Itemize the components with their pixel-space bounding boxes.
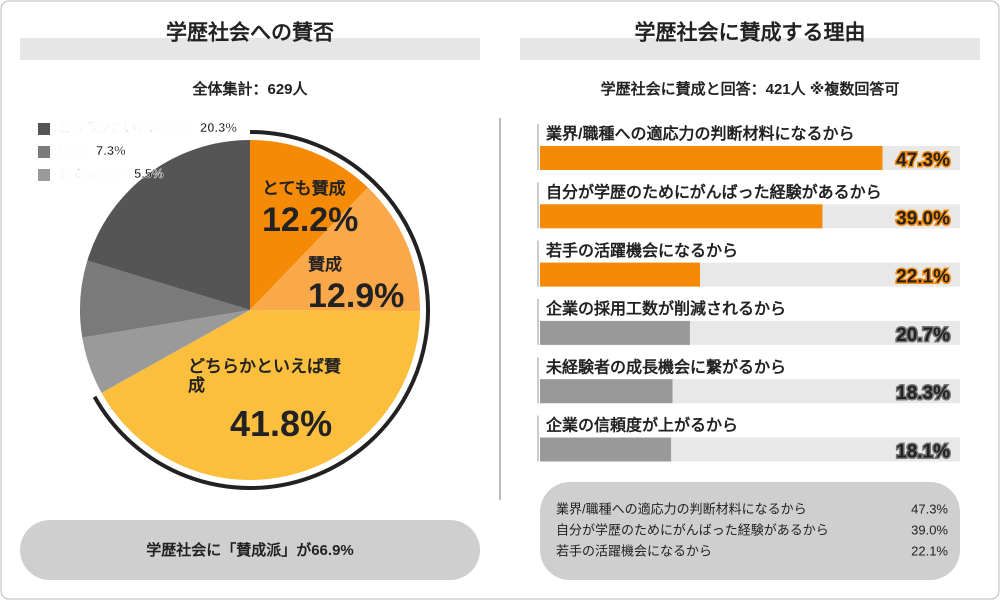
label-box: どちらかといえば賛成 <box>188 358 341 395</box>
pie-slice <box>250 140 368 310</box>
legend-entry: とても反対 5.5% <box>58 166 164 181</box>
bar-label: 業界/職種への適応力の判断材料になるから <box>545 124 854 143</box>
slice-value: 12.2% <box>262 202 359 239</box>
subtitle: 学歴社会に賛成と回答：421人 ※複数回答可 <box>601 80 900 98</box>
bar <box>540 437 672 462</box>
chart-title: 学歴社会への賛否 <box>166 21 334 45</box>
bar-label: 企業の信頼度が上がるから <box>545 416 738 435</box>
bar-value: 47.3% <box>896 150 950 171</box>
bar-value: 39.0% <box>896 208 950 229</box>
slice-value: 12.9% <box>308 278 405 315</box>
bar <box>540 320 690 345</box>
bar-value: 18.3% <box>896 383 950 404</box>
legend-label: 反対 <box>58 143 84 158</box>
slice-label: 賛成 <box>308 256 342 274</box>
legend-label: どちらかといえば反対 <box>58 120 188 135</box>
bar <box>540 204 823 229</box>
bar-label: 未経験者の成長機会に繋がるから <box>545 357 786 376</box>
slice-value: 41.8% <box>230 404 333 444</box>
label-box: 41.8% <box>230 404 333 444</box>
pie-slice <box>82 310 250 393</box>
legend-swatch <box>38 123 50 135</box>
highlight-arc <box>92 130 430 490</box>
title-band <box>20 38 480 60</box>
summary-value: 47.3% <box>911 501 948 516</box>
summary-label: 若手の活躍機会になるから <box>556 543 712 558</box>
bar <box>540 379 673 404</box>
pie-slice <box>101 310 420 480</box>
legend-entry: 反対 7.3% <box>58 143 126 158</box>
label-box: 12.9% <box>308 278 405 315</box>
legend-entry: どちらかといえば反対 20.3% <box>58 120 237 135</box>
legend-value: 20.3% <box>200 120 237 135</box>
annotation-box <box>20 520 480 580</box>
legend-value: 5.5% <box>134 166 164 181</box>
legend-swatch <box>38 169 50 181</box>
bar-value: 18.1% <box>896 442 950 463</box>
label-box: とても賛成 <box>262 180 346 198</box>
bar-label: 企業の採用工数が削減されるから <box>545 299 786 318</box>
bar-value: 20.7% <box>896 325 950 346</box>
summary-box <box>540 482 960 580</box>
slice-label: とても賛成 <box>262 180 346 198</box>
bar-value: 22.1% <box>896 267 950 288</box>
pie-slice <box>87 140 250 310</box>
annotation: 学歴社会に「賛成派」が66.9% <box>146 541 354 559</box>
legend-swatch <box>38 146 50 158</box>
title-band <box>520 38 980 60</box>
chart-title: 学歴社会に賛成する理由 <box>635 21 866 45</box>
bar <box>540 262 701 287</box>
label-box: 賛成 <box>308 256 342 274</box>
bar-label: 若手の活躍機会になるから <box>545 241 738 260</box>
summary-label: 自分が学歴のためにがんばった経験があるから <box>556 522 829 537</box>
slice-label: どちらかといえば賛成 <box>188 358 341 395</box>
bar-label: 自分が学歴のためにがんばった経験があるから <box>546 183 882 202</box>
pie-slice <box>80 260 250 338</box>
summary-value: 22.1% <box>911 543 948 558</box>
label-box: 12.2% <box>262 202 359 239</box>
pie-slice <box>250 187 420 312</box>
subtitle: 全体集計：629人 <box>191 80 308 98</box>
legend-value: 7.3% <box>96 143 126 158</box>
summary-value: 39.0% <box>911 522 948 537</box>
summary-label: 業界/職種への適応力の判断材料になるから <box>556 501 807 516</box>
legend-label: とても反対 <box>58 166 122 181</box>
bar <box>540 146 883 170</box>
